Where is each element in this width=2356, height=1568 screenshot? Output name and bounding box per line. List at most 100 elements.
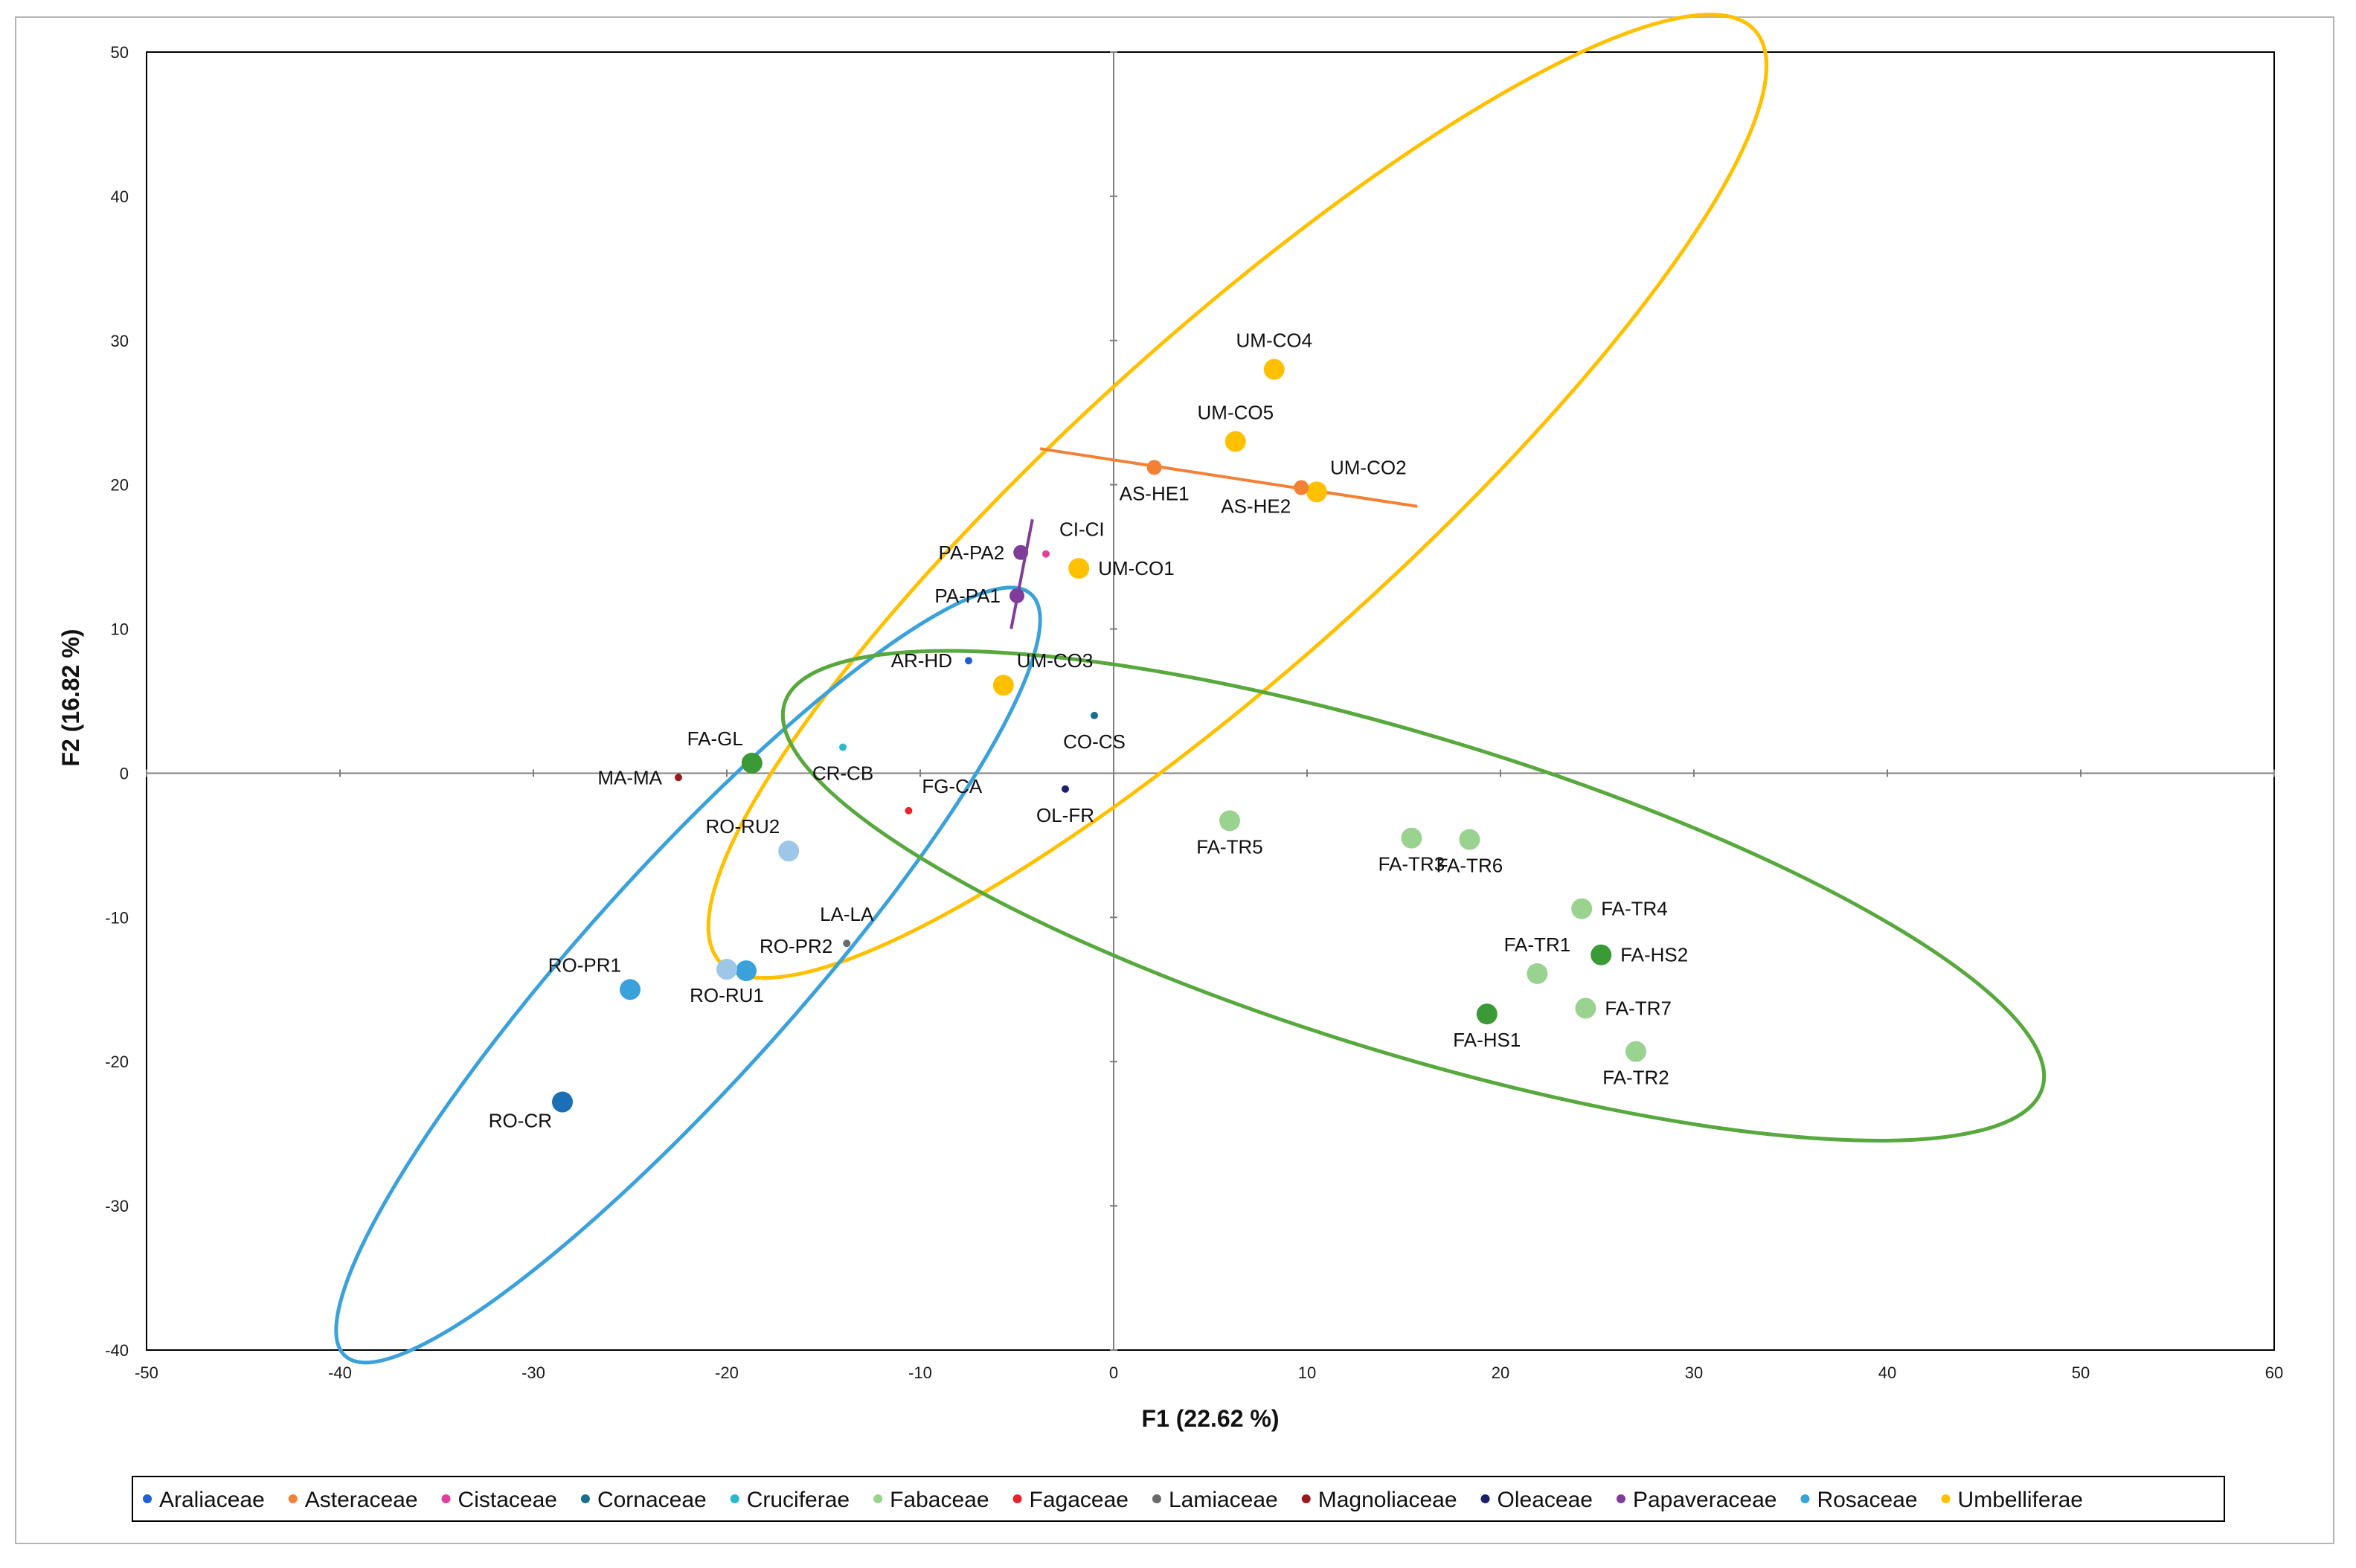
label-ci-ci: CI-CI	[1059, 518, 1105, 541]
label-um-co2: UM-CO2	[1330, 456, 1407, 478]
label-ro-ru2: RO-RU2	[706, 815, 780, 838]
label-um-co5: UM-CO5	[1198, 402, 1274, 424]
point-ma-ma	[675, 774, 682, 782]
x-tick-label: -20	[715, 1363, 739, 1382]
x-tick-label: 20	[1492, 1363, 1509, 1382]
label-co-cs: CO-CS	[1063, 730, 1126, 753]
x-tick-label: 40	[1878, 1363, 1896, 1382]
x-tick-label: 10	[1298, 1363, 1316, 1382]
legend-label-umbelliferae: Umbelliferae	[1958, 1488, 2083, 1512]
label-ro-cr: RO-CR	[489, 1110, 552, 1132]
legend-label-fabaceae: Fabaceae	[890, 1488, 989, 1512]
label-ma-ma: MA-MA	[597, 766, 662, 788]
x-tick-label: 0	[1109, 1363, 1118, 1382]
legend-label-oleaceae: Oleaceae	[1498, 1488, 1593, 1512]
point-fa-tr3	[1401, 827, 1422, 849]
label-fg-ca: FG-CA	[922, 775, 983, 797]
label-um-co3: UM-CO3	[1017, 649, 1094, 672]
label-fa-tr1: FA-TR1	[1504, 934, 1571, 956]
point-pa-pa1	[1010, 588, 1024, 603]
y-tick-label: -10	[105, 908, 129, 927]
label-fa-tr7: FA-TR7	[1605, 997, 1672, 1019]
label-cr-cb: CR-CB	[812, 762, 873, 785]
point-ro-ru2	[778, 841, 800, 862]
label-pa-pa2: PA-PA2	[939, 542, 1005, 564]
point-fa-tr6	[1459, 829, 1480, 850]
label-fa-tr3: FA-TR3	[1378, 853, 1445, 875]
point-ar-hd	[965, 657, 972, 665]
label-ol-fr: OL-FR	[1036, 804, 1094, 826]
legend-marker-araliaceae	[143, 1494, 152, 1503]
legend-label-papaveraceae: Papaveraceae	[1633, 1488, 1776, 1512]
point-fa-hs2	[1591, 944, 1612, 965]
axis-ticks: -50 -40 -30 -20 -10 0 10 20 30 40 50 60 -40 -30 -20 -10…	[105, 43, 2283, 1382]
legend-label-araliaceae: Araliaceae	[159, 1488, 265, 1512]
label-ro-ru1: RO-RU1	[690, 984, 764, 1006]
point-fa-tr5	[1219, 810, 1240, 832]
x-tick-label: -30	[521, 1363, 545, 1382]
point-um-co3	[992, 675, 1014, 696]
legend-marker-fabaceae	[873, 1494, 883, 1503]
label-um-co1: UM-CO1	[1098, 557, 1175, 579]
x-tick-label: -50	[135, 1363, 158, 1382]
label-fa-hs2: FA-HS2	[1620, 944, 1688, 966]
label-pa-pa1: PA-PA1	[934, 585, 1001, 607]
legend-box	[132, 1476, 2225, 1522]
ellipse-rosaceae	[334, 585, 1042, 1365]
segment-papaveraceae	[1010, 518, 1034, 629]
y-tick-label: 50	[111, 43, 129, 62]
legend-marker-rosaceae	[1800, 1494, 1810, 1503]
y-tick-label: 10	[111, 620, 129, 639]
legend-label-lamiaceae: Lamiaceae	[1169, 1488, 1278, 1512]
legend-label-cistaceae: Cistaceae	[458, 1488, 557, 1512]
point-co-cs	[1091, 711, 1098, 719]
legend-label-asteraceae: Asteraceae	[305, 1488, 418, 1512]
point-fa-tr4	[1571, 898, 1593, 919]
legend-marker-papaveraceae	[1616, 1494, 1625, 1503]
label-la-la: LA-LA	[820, 903, 874, 925]
x-tick-label: -10	[908, 1363, 932, 1382]
x-tick-label: 60	[2265, 1363, 2283, 1382]
legend-marker-oleaceae	[1480, 1494, 1490, 1503]
point-fa-hs1	[1476, 1003, 1498, 1025]
point-cr-cb	[839, 743, 847, 751]
point-ci-ci	[1042, 550, 1050, 558]
data-points	[552, 359, 1646, 1113]
label-fa-tr2: FA-TR2	[1602, 1067, 1669, 1089]
legend-marker-fagaceae	[1012, 1494, 1022, 1503]
y-tick-label: 0	[120, 764, 129, 783]
legend-marker-lamiaceae	[1152, 1494, 1161, 1503]
point-fg-ca	[905, 806, 913, 814]
point-fa-gl	[741, 752, 763, 774]
x-axis-title: F1 (22.62 %)	[1142, 1405, 1280, 1432]
plot-area	[146, 51, 2275, 1351]
label-fa-gl: FA-GL	[687, 727, 743, 750]
label-fa-tr5: FA-TR5	[1196, 835, 1263, 858]
point-fa-tr1	[1527, 963, 1548, 984]
label-fa-tr4: FA-TR4	[1601, 898, 1668, 920]
legend-label-cornaceae: Cornaceae	[597, 1488, 707, 1512]
x-tick-label: 30	[1685, 1363, 1703, 1382]
label-as-he2: AS-HE2	[1221, 495, 1291, 518]
label-fa-hs1: FA-HS1	[1453, 1029, 1521, 1051]
legend-label-magnoliaceae: Magnoliaceae	[1318, 1488, 1457, 1512]
point-ol-fr	[1062, 785, 1069, 793]
y-tick-label: 30	[111, 332, 129, 350]
chart-frame	[15, 16, 2334, 1544]
point-ro-cr	[552, 1091, 573, 1113]
legend: Araliaceae Asteraceae Cistaceae Cornaceae Cr…	[132, 1476, 2225, 1522]
x-tick-label: 50	[2072, 1363, 2090, 1382]
confidence-ellipses	[334, 13, 2047, 1365]
point-um-co4	[1263, 359, 1285, 380]
y-tick-label: 40	[111, 187, 129, 206]
label-fa-tr6: FA-TR6	[1437, 855, 1503, 877]
point-um-co2	[1306, 481, 1327, 503]
legend-marker-umbelliferae	[1941, 1494, 1951, 1503]
point-as-he1	[1146, 460, 1162, 475]
y-tick-label: -20	[105, 1053, 129, 1071]
point-um-co5	[1224, 431, 1246, 452]
label-ro-pr1: RO-PR1	[548, 954, 621, 976]
y-tick-label: -30	[105, 1197, 129, 1215]
ellipse-fabaceae	[780, 649, 2047, 1143]
